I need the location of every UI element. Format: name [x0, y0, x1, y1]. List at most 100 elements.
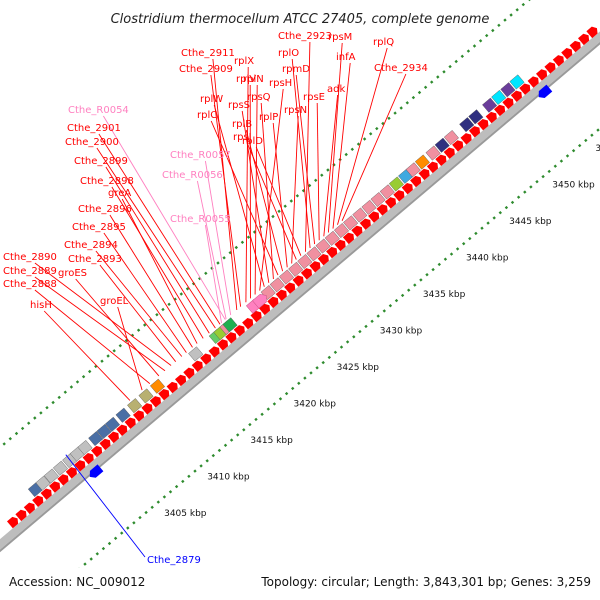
- tick-dot: [345, 340, 350, 344]
- tick-dot: [278, 397, 283, 401]
- cds-arrow: [6, 516, 19, 529]
- gene-box: [77, 440, 93, 456]
- label-line: [254, 84, 258, 295]
- gene-label: Cthe_2879: [147, 555, 201, 566]
- tick-dot: [204, 271, 208, 275]
- gene-box: [306, 246, 322, 262]
- tick-dot: [425, 273, 429, 277]
- gene-label: Cthe_2893: [68, 254, 122, 265]
- tick-dot: [584, 138, 588, 143]
- gene-box: [509, 74, 525, 90]
- label-line: [96, 147, 216, 329]
- scale-label: 3455 kbp: [595, 144, 600, 154]
- gene-label: rplW: [200, 94, 223, 105]
- tick-dot: [478, 39, 483, 43]
- scale-label: 3445 kbp: [509, 217, 552, 227]
- label-line: [95, 250, 183, 357]
- gene-label: Cthe_R0054: [68, 105, 129, 116]
- gene-label: rplC: [197, 110, 217, 121]
- cds-arrow: [284, 282, 296, 294]
- gene-box: [352, 207, 368, 223]
- tick-dot: [95, 552, 99, 556]
- tick-dot: [394, 298, 399, 303]
- tick-dot: [248, 422, 252, 427]
- tick-dot: [240, 240, 245, 244]
- scale-label: 3420 kbp: [294, 399, 337, 409]
- tick-dot: [376, 314, 380, 318]
- gene-label: Cthe_2889: [3, 266, 57, 277]
- gene-label: rplB: [232, 119, 252, 130]
- cds-arrow: [443, 147, 455, 159]
- cds-arrow: [426, 161, 439, 174]
- rrna-arrow: [252, 293, 267, 309]
- gene-label: rpsN: [284, 105, 307, 116]
- tick-dot: [468, 236, 472, 241]
- gene-box: [222, 317, 238, 333]
- gene-label: Cthe_2895: [72, 222, 126, 233]
- tick-dot: [272, 402, 277, 406]
- cds-arrow: [586, 26, 598, 39]
- gene-box: [88, 431, 104, 447]
- cds-arrow: [174, 374, 187, 387]
- gene-box: [468, 109, 484, 125]
- cds-arrow: [334, 239, 346, 252]
- accession-text: Accession: NC_009012: [9, 575, 145, 589]
- tick-dot: [100, 359, 104, 363]
- tick-dot: [436, 75, 440, 79]
- tick-dot: [45, 406, 49, 410]
- tick-dot: [364, 324, 368, 329]
- tick-dot: [399, 106, 403, 110]
- tick-dot: [515, 8, 519, 12]
- tick-dot: [113, 536, 118, 540]
- tick-dot: [442, 70, 446, 74]
- cds-arrow: [401, 182, 413, 195]
- tick-dot: [320, 173, 324, 177]
- tick-dot: [393, 111, 397, 115]
- tick-dot: [466, 49, 471, 53]
- cds-arrow: [23, 502, 35, 515]
- cds-arrow: [65, 467, 77, 479]
- tick-dot: [547, 169, 551, 174]
- tick-dot: [443, 257, 448, 261]
- label-line: [245, 129, 284, 272]
- cds-arrow: [561, 47, 573, 60]
- tick-dot: [405, 101, 409, 105]
- gene-box: [443, 130, 459, 146]
- gene-box: [150, 378, 166, 394]
- cds-arrow: [544, 62, 556, 74]
- label-line: [105, 166, 210, 334]
- gene-label: rplQ: [373, 37, 394, 48]
- tick-dot: [565, 154, 570, 158]
- tick-dot: [187, 474, 191, 478]
- cds-arrow: [376, 204, 388, 216]
- gene-box: [500, 82, 516, 98]
- gene-label: hisH: [30, 300, 52, 311]
- tick-dot: [271, 214, 275, 219]
- tick-dot: [185, 287, 190, 291]
- gene-box: [127, 398, 143, 414]
- label-line: [65, 454, 146, 558]
- tick-dot: [431, 267, 435, 272]
- tick-dot: [63, 390, 67, 394]
- cds-arrow: [410, 175, 422, 188]
- tick-dot: [382, 309, 386, 313]
- label-line: [316, 102, 320, 241]
- backbone-band: [0, 3, 600, 566]
- label-line: [291, 115, 299, 264]
- tick-dot: [369, 132, 373, 136]
- highlight-gene: [89, 464, 104, 478]
- tick-dot: [57, 395, 61, 400]
- cds-arrow: [74, 460, 86, 472]
- tick-dot: [509, 13, 513, 17]
- cds-arrow: [477, 118, 489, 131]
- tick-dot: [260, 412, 264, 416]
- tick-dot: [107, 541, 112, 546]
- gene-box: [361, 199, 377, 215]
- cds-arrow: [527, 76, 539, 88]
- cds-arrow: [82, 452, 94, 465]
- gene-box: [405, 162, 421, 178]
- cds-arrow: [502, 97, 514, 110]
- tick-dot: [454, 59, 458, 64]
- gene-box: [343, 215, 359, 231]
- cds-arrow: [452, 140, 464, 152]
